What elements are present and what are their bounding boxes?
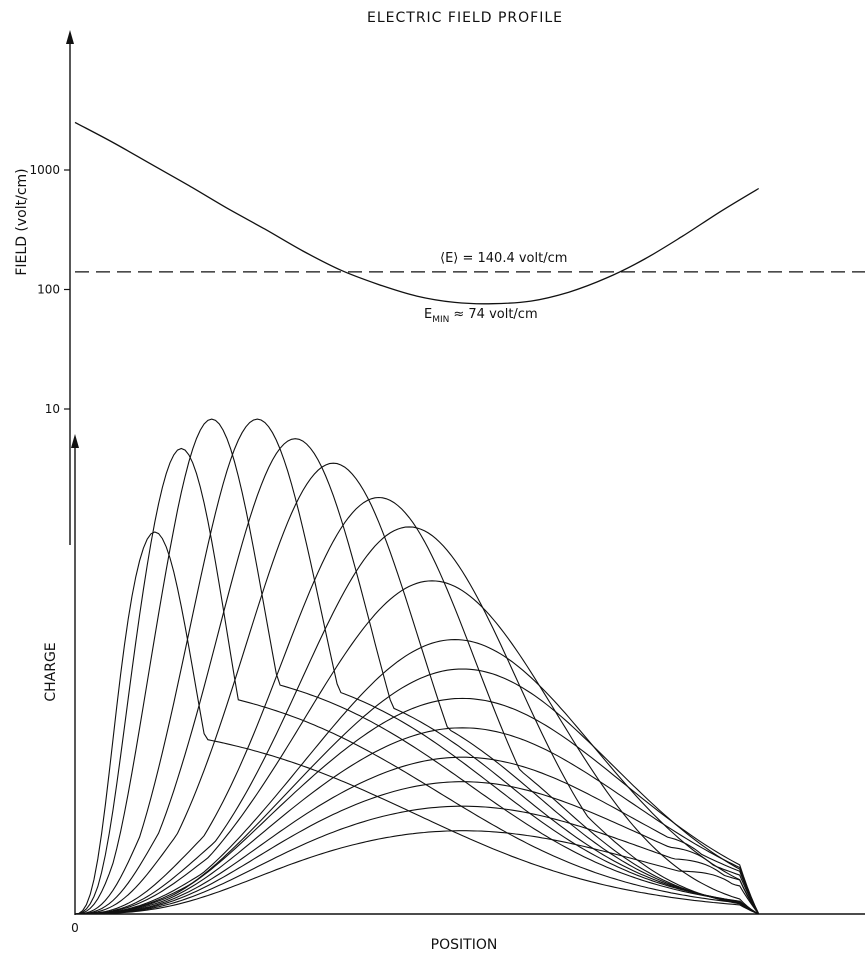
- min-field-annotation: EMIN ≈ 74 volt/cm: [424, 307, 538, 325]
- charge-curve-17: [75, 830, 760, 915]
- min-field-prefix: E: [424, 307, 432, 322]
- field-y-ticks: 10 100 1000: [29, 163, 70, 416]
- charge-curve-11: [75, 668, 760, 915]
- charge-curve-10: [75, 639, 760, 915]
- charge-curves: [74, 418, 760, 915]
- y-tick-label-100: 100: [37, 283, 60, 297]
- charge-curve-8: [75, 526, 759, 915]
- field-curve: [74, 121, 760, 305]
- charge-curve-15: [75, 781, 760, 915]
- min-field-subscript: MIN: [432, 315, 449, 325]
- charge-curve-12: [75, 697, 760, 915]
- charge-curve-5: [75, 438, 759, 915]
- charge-curve-9: [75, 580, 759, 915]
- charge-curve-13: [75, 727, 760, 915]
- x-tick-label-0: 0: [71, 921, 79, 935]
- charge-curve-2: [74, 447, 759, 915]
- charge-curve-1: [74, 531, 759, 915]
- field-y-axis-arrow: [66, 30, 74, 44]
- chart-title: ELECTRIC FIELD PROFILE: [367, 10, 563, 26]
- field-y-axis-label: FIELD (volt/cm): [14, 168, 30, 275]
- charge-curve-16: [75, 805, 760, 915]
- charge-curve-3: [74, 418, 759, 915]
- y-tick-label-1000: 1000: [29, 163, 60, 177]
- mean-field-annotation: ⟨E⟩ = 140.4 volt/cm: [440, 251, 567, 266]
- charge-curve-7: [75, 496, 759, 915]
- charge-curve-4: [74, 418, 759, 915]
- charge-curve-14: [75, 756, 760, 915]
- charge-y-axis-label: CHARGE: [43, 642, 59, 701]
- charge-y-axis-arrow: [71, 434, 79, 448]
- charge-curve-6: [75, 462, 759, 915]
- min-field-suffix: ≈ 74 volt/cm: [453, 307, 537, 322]
- y-tick-label-10: 10: [45, 402, 60, 416]
- position-x-axis-label: POSITION: [431, 937, 498, 953]
